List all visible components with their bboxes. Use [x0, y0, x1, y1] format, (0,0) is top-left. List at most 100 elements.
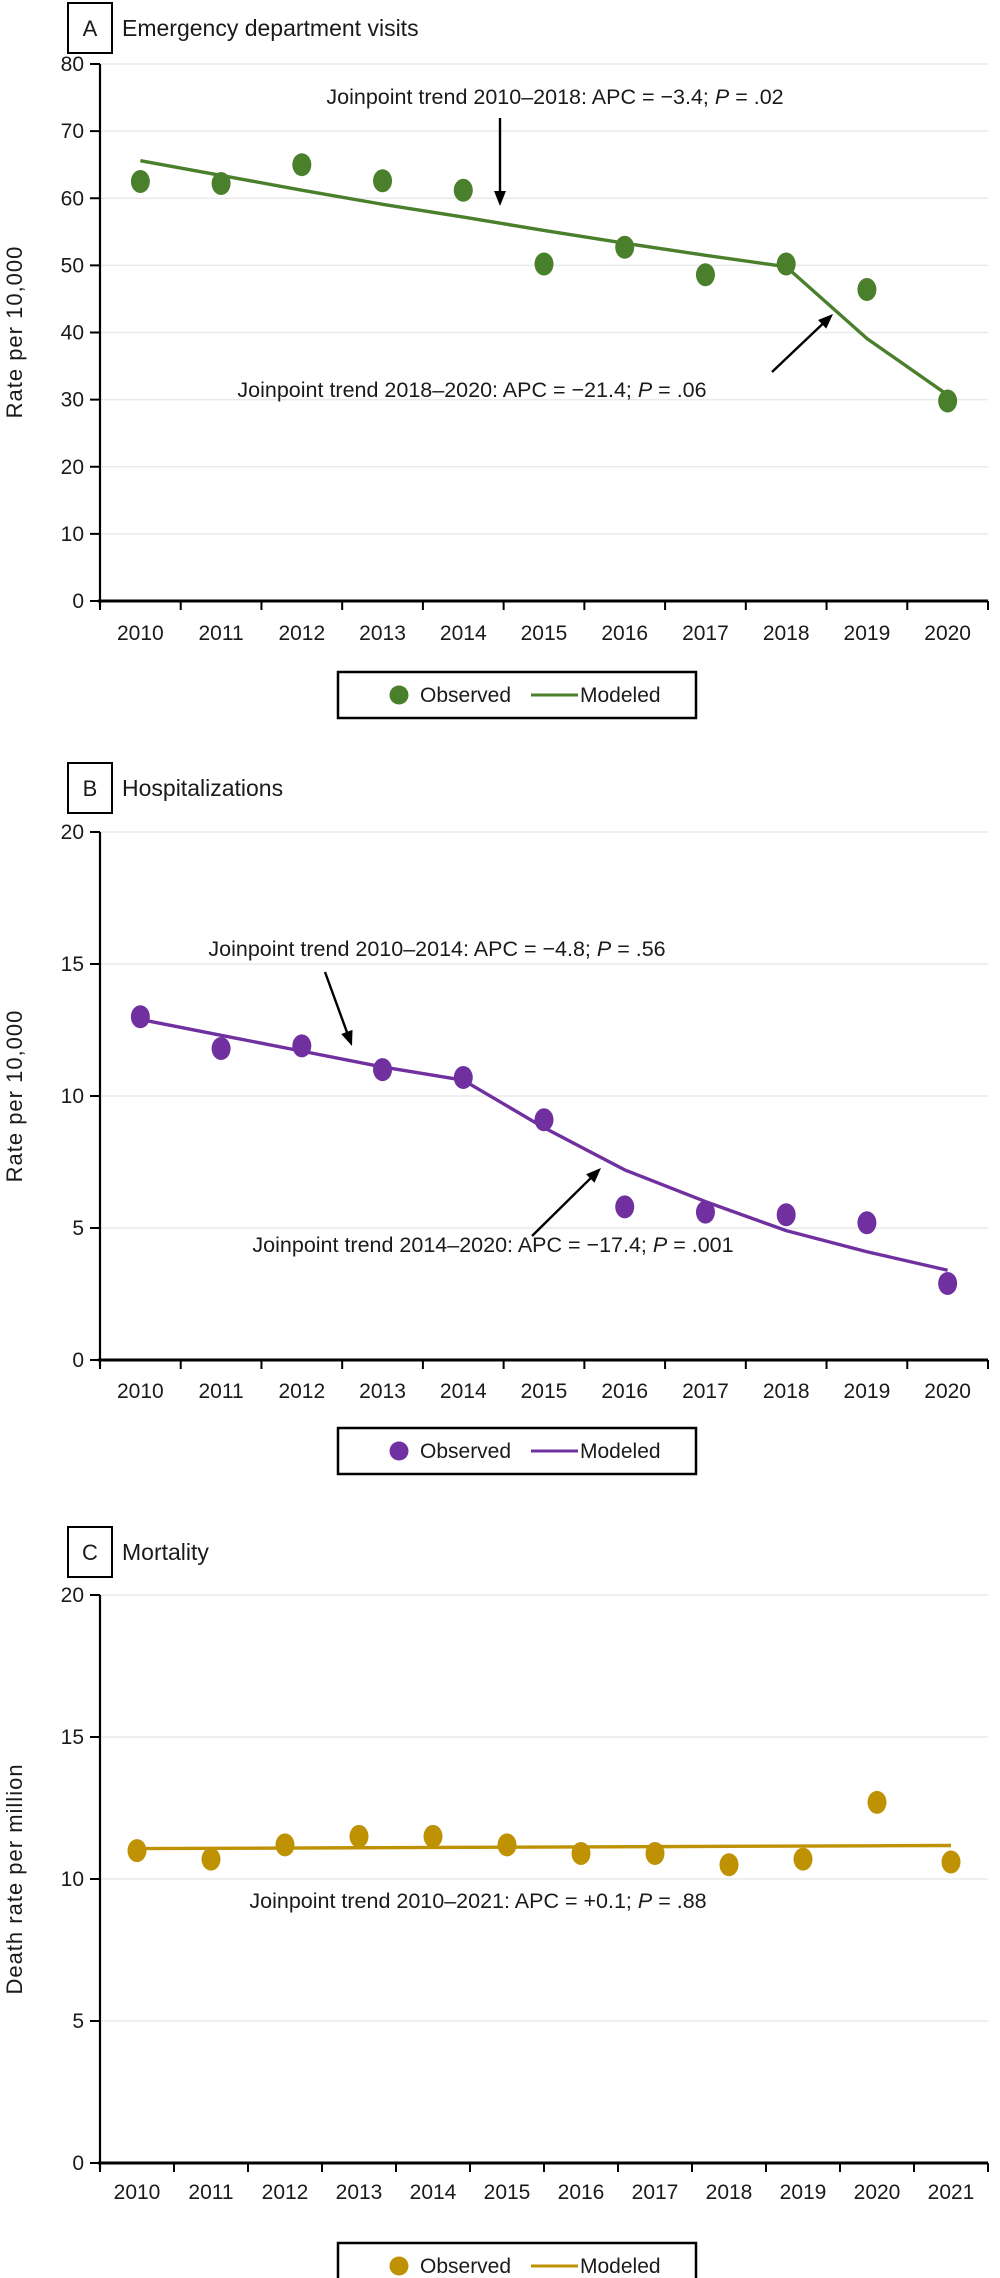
panel-b-legend: Observed Modeled: [336, 1426, 698, 1476]
annotation-text: Joinpoint trend 2010–2014: APC = −4.8;: [208, 937, 597, 961]
y-tick-label: 20: [61, 821, 84, 844]
observed-point: [571, 1841, 591, 1865]
legend-observed-marker: [389, 2256, 409, 2276]
y-tick-label: 15: [61, 1726, 84, 1749]
modeled-trend-line: [136, 1843, 952, 1851]
x-tick-label: 2011: [188, 2181, 233, 2204]
panel-b-annotation-1: Joinpoint trend 2010–2014: APC = −4.8; P…: [208, 937, 665, 961]
y-tick-label: 20: [61, 456, 84, 479]
panel-c-y-axis-label: Death rate per million: [2, 1763, 27, 1994]
x-tick-label: 2019: [780, 2181, 827, 2204]
annotation-arrow-head: [817, 314, 833, 329]
x-tick-label: 2020: [854, 2181, 901, 2204]
annotation-arrow-shaft: [771, 319, 828, 373]
x-tick-label: 2018: [763, 622, 810, 645]
observed-point: [275, 1833, 295, 1857]
y-tick-label: 0: [72, 2152, 84, 2175]
observed-point: [201, 1847, 221, 1871]
x-tick-label: 2010: [114, 2181, 161, 2204]
y-tick-label: 10: [61, 1868, 84, 1891]
x-tick-label: 2017: [632, 2181, 679, 2204]
panel-a-title: Emergency department visits: [122, 15, 419, 41]
y-tick-label: 5: [72, 1217, 84, 1240]
y-tick-label: 0: [72, 1349, 84, 1372]
y-tick-label: 70: [61, 120, 84, 143]
panel-a-annotation-2: Joinpoint trend 2018–2020: APC = −21.4; …: [237, 378, 706, 402]
observed-point: [453, 178, 473, 202]
annotation-text: = .06: [652, 378, 706, 402]
observed-point: [534, 1108, 554, 1132]
legend-observed-label: Observed: [420, 684, 511, 707]
panel-a-annotation-1: Joinpoint trend 2010–2018: APC = −3.4; P…: [326, 85, 783, 109]
y-tick-label: 80: [61, 53, 84, 76]
panel-a-letter-box: [67, 2, 113, 54]
observed-point: [938, 1271, 958, 1295]
panel-a: A Emergency department visits Rate per 1…: [2, 2, 989, 720]
annotation-text: = .88: [652, 1889, 706, 1913]
annotation-arrow-head: [494, 191, 506, 206]
panel-b-letter-box: [67, 762, 113, 814]
observed-point: [453, 1066, 473, 1090]
legend-observed-label: Observed: [420, 2255, 511, 2278]
legend-modeled-label: Modeled: [580, 1440, 661, 1463]
y-tick-label: 30: [61, 389, 84, 412]
panel-b-y-axis-label: Rate per 10,000: [2, 1010, 27, 1183]
annotation-arrow-head: [341, 1029, 353, 1046]
panel-c-letter-box: [67, 1526, 113, 1578]
x-tick-label: 2018: [763, 1380, 810, 1403]
x-tick-label: 2012: [262, 2181, 309, 2204]
observed-point: [867, 1790, 887, 1814]
x-tick-label: 2012: [278, 1380, 325, 1403]
annotation-text: = .02: [729, 85, 783, 109]
legend-observed-marker: [389, 685, 409, 705]
panel-b-title: Hospitalizations: [122, 775, 283, 801]
x-tick-label: 2020: [924, 1380, 971, 1403]
y-tick-label: 10: [61, 1085, 84, 1108]
panel-a-plot-area: 0 10 20 30 40 50 60 70 80 2010 2011 2012 2013 2014 201…: [61, 53, 989, 645]
observed-point: [857, 278, 877, 302]
panel-c-title: Mortality: [122, 1539, 209, 1565]
annotation-arrow-head: [586, 1168, 601, 1183]
x-tick-label: 2015: [521, 622, 568, 645]
legend-box: [336, 2241, 698, 2278]
panel-c: C Mortality Death rate per million 0 5 10 1…: [2, 1526, 989, 2278]
x-tick-label: 2014: [440, 622, 487, 645]
legend-box: [336, 670, 698, 720]
observed-point: [211, 1036, 231, 1060]
x-tick-label: 2013: [336, 2181, 383, 2204]
x-tick-label: 2020: [924, 622, 971, 645]
x-tick-label: 2016: [558, 2181, 605, 2204]
x-tick-label: 2015: [484, 2181, 531, 2204]
legend-box: [336, 1426, 698, 1476]
observed-point: [719, 1853, 739, 1877]
legend-observed-marker: [389, 1441, 409, 1461]
observed-point: [793, 1847, 813, 1871]
x-tick-label: 2015: [521, 1380, 568, 1403]
observed-point: [497, 1833, 517, 1857]
panel-c-annotation-1: Joinpoint trend 2010–2021: APC = +0.1; P…: [249, 1889, 706, 1913]
panel-b: B Hospitalizations Rate per 10,000 0 5 10 1…: [2, 762, 989, 1476]
x-tick-label: 2019: [844, 1380, 891, 1403]
observed-point: [211, 171, 231, 195]
observed-point: [423, 1824, 443, 1848]
annotation-text: Joinpoint trend 2010–2021: APC = +0.1;: [249, 1889, 638, 1913]
annotation-text: Joinpoint trend 2014–2020: APC = −17.4;: [252, 1233, 652, 1257]
x-tick-label: 2014: [440, 1380, 487, 1403]
x-tick-label: 2010: [117, 622, 164, 645]
observed-point: [941, 1850, 961, 1874]
y-tick-label: 20: [61, 1584, 84, 1607]
legend-modeled-label: Modeled: [580, 2255, 661, 2278]
y-tick-label: 60: [61, 187, 84, 210]
observed-point: [776, 1203, 796, 1227]
panel-c-letter: C: [82, 1540, 98, 1565]
annotation-arrow-shaft: [323, 971, 351, 1038]
panel-c-legend: Observed Modeled: [336, 2241, 698, 2278]
x-tick-label: 2011: [199, 1380, 244, 1403]
x-tick-label: 2012: [278, 622, 325, 645]
observed-point: [695, 1200, 715, 1224]
panel-b-annotation-2: Joinpoint trend 2014–2020: APC = −17.4; …: [252, 1233, 733, 1257]
annotation-text: = .56: [611, 937, 665, 961]
panel-a-legend: Observed Modeled: [336, 670, 698, 720]
observed-point: [645, 1841, 665, 1865]
